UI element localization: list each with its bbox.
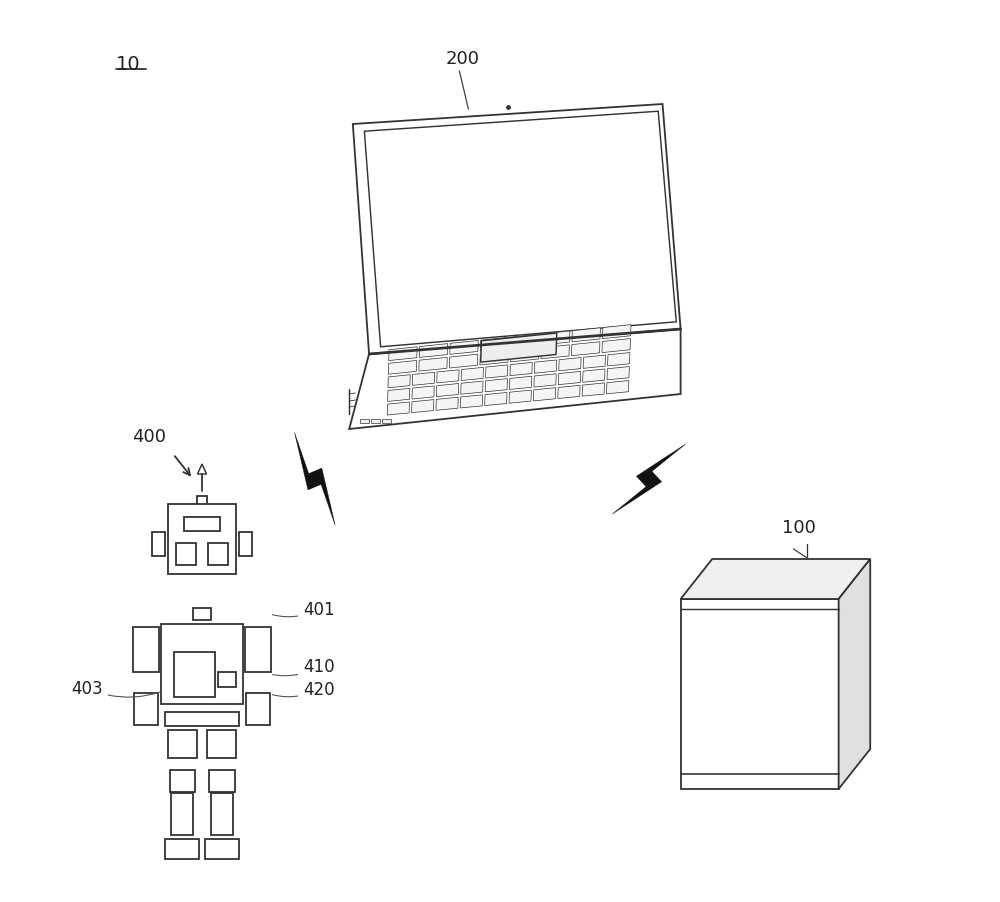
Polygon shape — [480, 338, 509, 352]
Bar — [207, 731, 236, 759]
Polygon shape — [534, 361, 557, 373]
Bar — [382, 419, 391, 424]
Bar — [239, 532, 252, 557]
Text: 200: 200 — [446, 50, 480, 68]
Bar — [171, 793, 193, 835]
Text: 100: 100 — [782, 519, 816, 537]
Polygon shape — [349, 329, 681, 429]
Polygon shape — [388, 389, 410, 402]
Polygon shape — [461, 368, 483, 381]
Bar — [152, 532, 165, 557]
Polygon shape — [510, 363, 532, 376]
Polygon shape — [486, 365, 508, 379]
Text: 420: 420 — [272, 680, 335, 698]
Polygon shape — [511, 335, 539, 349]
Polygon shape — [389, 347, 417, 361]
Polygon shape — [437, 371, 459, 383]
Bar — [134, 694, 158, 725]
Text: 410: 410 — [272, 658, 335, 676]
Polygon shape — [602, 339, 630, 354]
Bar — [133, 627, 159, 672]
Polygon shape — [558, 372, 581, 385]
Polygon shape — [436, 384, 459, 397]
Polygon shape — [534, 374, 556, 388]
Text: 401: 401 — [272, 601, 335, 618]
Bar — [165, 839, 199, 859]
Bar — [176, 543, 196, 566]
Polygon shape — [419, 345, 448, 358]
Bar — [208, 543, 228, 566]
Polygon shape — [839, 559, 870, 789]
Polygon shape — [509, 391, 531, 404]
Polygon shape — [572, 328, 600, 343]
Polygon shape — [481, 334, 557, 363]
Polygon shape — [460, 395, 483, 409]
Polygon shape — [559, 358, 581, 372]
Bar — [209, 770, 235, 792]
Polygon shape — [583, 355, 606, 369]
Bar — [174, 652, 215, 696]
Polygon shape — [436, 398, 458, 410]
Polygon shape — [541, 345, 569, 359]
Polygon shape — [510, 348, 539, 363]
Polygon shape — [412, 373, 435, 386]
Polygon shape — [533, 388, 556, 401]
Polygon shape — [387, 402, 409, 416]
Polygon shape — [388, 375, 410, 389]
Bar — [218, 672, 236, 686]
Polygon shape — [364, 112, 676, 347]
Bar — [245, 627, 271, 672]
Text: 403: 403 — [71, 679, 161, 697]
Bar — [168, 731, 197, 759]
Polygon shape — [485, 379, 507, 392]
Bar — [205, 839, 239, 859]
Polygon shape — [607, 382, 629, 394]
Text: 10: 10 — [116, 55, 141, 74]
Polygon shape — [582, 383, 604, 397]
Polygon shape — [461, 382, 483, 395]
Polygon shape — [295, 433, 335, 526]
Polygon shape — [485, 393, 507, 406]
Polygon shape — [412, 386, 434, 400]
Polygon shape — [558, 386, 580, 399]
Polygon shape — [450, 341, 478, 354]
Bar — [211, 793, 233, 835]
Polygon shape — [583, 370, 605, 382]
Polygon shape — [449, 354, 478, 369]
Bar — [360, 419, 369, 424]
Bar — [681, 599, 839, 789]
Bar — [371, 419, 380, 424]
Polygon shape — [602, 326, 631, 339]
Bar — [165, 713, 239, 726]
Polygon shape — [388, 361, 417, 374]
Polygon shape — [681, 559, 870, 599]
Polygon shape — [541, 332, 570, 345]
Polygon shape — [197, 465, 207, 474]
Bar — [184, 518, 220, 531]
Polygon shape — [612, 445, 686, 514]
Text: 400: 400 — [132, 428, 166, 446]
Polygon shape — [571, 343, 600, 356]
Bar — [170, 770, 195, 792]
Bar — [168, 504, 236, 575]
Polygon shape — [353, 105, 681, 354]
Bar — [193, 608, 211, 621]
Polygon shape — [412, 400, 434, 413]
Polygon shape — [419, 358, 447, 372]
Polygon shape — [607, 367, 629, 381]
Polygon shape — [510, 377, 532, 390]
Polygon shape — [608, 354, 630, 366]
Polygon shape — [480, 352, 508, 365]
Bar — [246, 694, 270, 725]
Bar — [197, 496, 207, 506]
Bar — [161, 624, 243, 704]
